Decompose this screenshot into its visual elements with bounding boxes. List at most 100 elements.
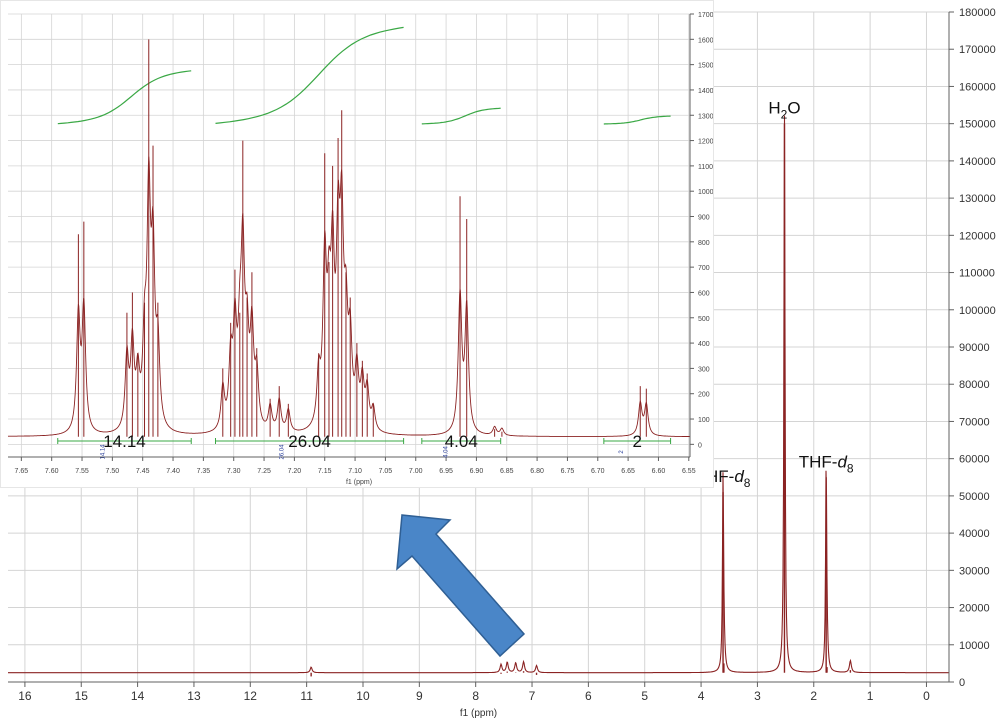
inset-y-tick-label: 0 — [698, 442, 702, 449]
main-y-tick-label: 30000 — [959, 565, 990, 577]
inset-integral-curve — [215, 26, 404, 124]
inset-y-tick-label: 500 — [698, 316, 710, 323]
inset-integral-value: 4.04 — [443, 446, 449, 458]
inset-axes: 7.65 7.60 7.55 7.50 7.45 7.40 7.35 7.30 7.25 7.20… — [0, 0, 714, 488]
inset-y-tick-label: 400 — [698, 341, 710, 348]
inset-y-tick-label: 1500 — [698, 63, 714, 70]
main-y-tick-label: 130000 — [959, 193, 996, 205]
inset-integral-value: 2 — [619, 450, 625, 454]
main-y-tick-label: 120000 — [959, 230, 996, 242]
inset-x-tick-label: 6.75 — [561, 468, 575, 475]
main-y-tick-label: 170000 — [959, 44, 996, 56]
inset-x-tick-label: 6.95 — [439, 468, 453, 475]
inset-integral-label: 26.04 — [288, 432, 331, 451]
inset-integral-curve — [57, 70, 192, 125]
inset-x-tick-label: 6.65 — [621, 468, 635, 475]
peak-annotation: THF-d8 — [799, 452, 854, 475]
main-y-tick-label: 80000 — [959, 379, 990, 391]
inset-x-tick-label: 7.45 — [136, 468, 150, 475]
main-x-tick-label: 10 — [356, 689, 370, 703]
inset-frame — [0, 0, 714, 488]
main-y-tick-label: 140000 — [959, 156, 996, 168]
zoom-region-arrow-icon — [396, 514, 526, 658]
inset-integral-value: 26.04 — [280, 444, 286, 460]
main-y-tick-label: 150000 — [959, 119, 996, 131]
annotation-base: THF- — [799, 452, 838, 471]
inset-y-tick-label: 300 — [698, 366, 710, 373]
inset-x-tick-label: 7.55 — [75, 468, 89, 475]
main-x-axis-title: f1 (ppm) — [460, 708, 497, 719]
main-x-tick-label: 0 — [923, 689, 930, 703]
inset-x-tick-label: 7.30 — [227, 468, 241, 475]
main-x-tick-label: 6 — [585, 689, 592, 703]
main-x-tick-label: 13 — [187, 689, 201, 703]
inset-y-tick-label: 600 — [698, 290, 710, 297]
inset-integral-label: 4.04 — [445, 432, 478, 451]
inset-x-tick-label: 7.00 — [409, 468, 423, 475]
inset-x-tick-label: 7.65 — [15, 468, 29, 475]
main-y-tick-label: 110000 — [959, 268, 995, 280]
inset-x-tick-label: 7.60 — [45, 468, 59, 475]
main-x-tick-label: 15 — [75, 689, 89, 703]
inset-y-tick-label: 700 — [698, 265, 710, 272]
main-y-tick-label: 40000 — [959, 528, 990, 540]
inset-y-tick-label: 1700 — [698, 12, 714, 19]
annotation-subscript: 8 — [847, 461, 854, 475]
inset-y-tick-label: 900 — [698, 215, 710, 222]
inset-y-tick-label: 200 — [698, 392, 710, 399]
inset-y-tick-label: 1300 — [698, 113, 714, 120]
inset-x-tick-label: 7.10 — [348, 468, 362, 475]
zoom-region-arrow-shape — [396, 514, 526, 658]
annotation-base: H — [768, 99, 780, 118]
inset-y-tick-label: 1400 — [698, 88, 714, 95]
inset-grid — [8, 13, 690, 457]
inset-integral-curve — [603, 115, 671, 125]
inset-integral-curve — [421, 107, 501, 125]
main-x-tick-label: 14 — [131, 689, 145, 703]
inset-y-tick-label: 100 — [698, 417, 710, 424]
main-y-tick-label: 180000 — [959, 7, 996, 19]
inset-y-tick-label: 1100 — [698, 164, 713, 171]
inset-y-tick-label: 1600 — [698, 37, 714, 44]
peak-annotation: H2O — [768, 99, 800, 122]
inset-y-tick-label: 1000 — [698, 189, 714, 196]
main-spectrum-line — [8, 115, 949, 674]
main-spectrum — [8, 115, 949, 677]
main-axes: 16 15 14 13 12 11 10 9 8 7 6 5 4 3 2 1 00100002000030000… — [8, 7, 996, 719]
inset-integral-value: 14.14 — [100, 444, 106, 460]
annotation-subscript: 2 — [781, 108, 788, 122]
inset-spectrum — [7, 39, 690, 437]
main-y-tick-label: 160000 — [959, 81, 996, 93]
inset-x-tick-label: 7.50 — [106, 468, 120, 475]
main-x-tick-label: 5 — [641, 689, 648, 703]
inset-y-tick-label: 800 — [698, 240, 710, 247]
main-y-tick-label: 20000 — [959, 603, 990, 615]
inset-x-tick-label: 7.35 — [197, 468, 211, 475]
main-x-tick-label: 3 — [754, 689, 761, 703]
annotation-italic: d — [837, 452, 847, 471]
inset-x-tick-label: 6.70 — [591, 468, 605, 475]
main-x-tick-label: 7 — [529, 689, 536, 703]
inset-x-tick-label: 7.15 — [318, 468, 332, 475]
annotation-subscript: 8 — [744, 476, 751, 490]
inset-integral-curves — [57, 26, 671, 125]
inset-spectrum-line — [7, 156, 690, 437]
main-y-tick-label: 60000 — [959, 454, 990, 466]
main-x-tick-label: 4 — [698, 689, 705, 703]
main-x-tick-label: 12 — [244, 689, 258, 703]
main-x-tick-label: 1 — [867, 689, 874, 703]
inset-x-axis-title: f1 (ppm) — [346, 479, 372, 486]
inset-y-tick-label: 1200 — [698, 139, 714, 146]
inset-x-tick-label: 7.20 — [288, 468, 302, 475]
inset-x-tick-label: 7.25 — [257, 468, 271, 475]
main-y-tick-label: 90000 — [959, 342, 990, 354]
main-x-tick-label: 8 — [472, 689, 479, 703]
inset-x-tick-label: 6.90 — [470, 468, 484, 475]
inset-x-tick-label: 6.55 — [682, 468, 696, 475]
main-y-tick-label: 50000 — [959, 491, 990, 503]
inset-integral-label: 14.14 — [103, 432, 146, 451]
inset-integral-label: 2 — [632, 432, 641, 451]
